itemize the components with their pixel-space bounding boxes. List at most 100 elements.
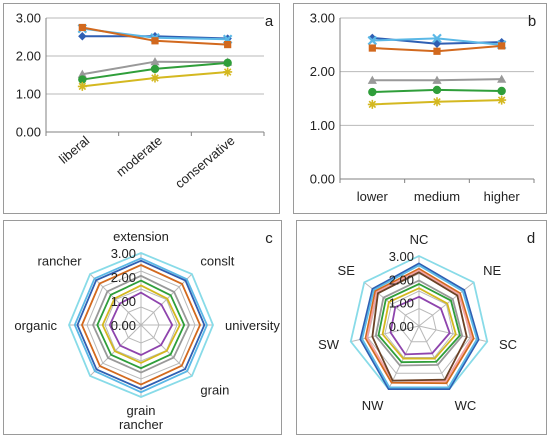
category-label: NC — [410, 232, 429, 247]
panel-c: 0.00 1.00 2.00 3.00 extension conslt universit… — [3, 220, 282, 435]
chart-c: 0.00 1.00 2.00 3.00 extension conslt universit… — [14, 229, 280, 432]
data-point — [432, 85, 442, 95]
x-tick-label: moderate — [113, 133, 165, 180]
series-3 — [361, 264, 478, 389]
r-tick-label: 3.00 — [389, 249, 414, 264]
series-4 — [367, 74, 507, 84]
x-tick-label: higher — [484, 189, 521, 204]
panel-d: 0.00 1.00 2.00 3.00 NC NE SC WC NW SW SE d — [296, 220, 547, 435]
panel-label: d — [527, 230, 535, 247]
data-point — [78, 32, 87, 41]
series-4 — [80, 264, 202, 386]
data-point — [432, 33, 442, 44]
category-label: NW — [362, 398, 384, 413]
radar-spoke — [388, 325, 420, 390]
radar-spoke — [89, 273, 142, 326]
series-3 — [78, 23, 232, 49]
data-point — [77, 81, 87, 91]
data-point — [368, 87, 377, 97]
series-6 — [371, 271, 468, 382]
y-tick-label: 2.00 — [310, 64, 335, 79]
y-tick-label: 1.00 — [16, 87, 41, 102]
category-label: university — [225, 318, 280, 333]
data-point — [223, 67, 233, 77]
r-tick-label: 1.00 — [111, 294, 136, 309]
category-label: organic — [14, 318, 57, 333]
series-8 — [377, 282, 461, 364]
r-tick-label: 2.00 — [389, 272, 414, 287]
series-8 — [108, 291, 174, 356]
category-label: WC — [455, 398, 477, 413]
chart-b: 0.00 1.00 2.00 3.00 lower medium higher b — [310, 11, 536, 205]
data-point — [150, 73, 160, 83]
data-point — [367, 99, 377, 109]
y-tick-label: 1.00 — [310, 118, 335, 133]
series-2 — [359, 262, 480, 390]
series-6 — [77, 67, 233, 91]
series-3 — [76, 259, 206, 390]
data-point — [497, 95, 507, 105]
series-1 — [68, 252, 214, 398]
category-label-line: grain — [127, 403, 156, 418]
category-label: grain rancher — [119, 403, 164, 432]
panel-label: b — [528, 13, 536, 30]
series-7 — [374, 279, 464, 367]
category-label: SC — [499, 337, 517, 352]
y-tick-label: 0.00 — [16, 125, 41, 140]
chart-a: 0.00 1.00 2.00 3.00 liberal moderate conservat… — [16, 11, 274, 192]
panel-label: a — [265, 13, 274, 30]
x-tick-label: conservative — [172, 133, 238, 191]
radar-spoke — [418, 325, 450, 390]
category-label-line: rancher — [119, 417, 164, 432]
radar-gridline — [401, 307, 437, 343]
y-tick-label: 3.00 — [16, 11, 41, 26]
radar-spoke — [140, 273, 193, 326]
r-tick-label: 0.00 — [111, 318, 136, 333]
series-5 — [92, 274, 190, 374]
series-7 — [101, 284, 181, 364]
r-tick-label: 0.00 — [389, 319, 414, 334]
series-3 — [368, 42, 506, 55]
data-point — [223, 58, 232, 68]
series-6 — [367, 95, 507, 109]
category-label: conslt — [200, 254, 234, 269]
data-point — [497, 86, 506, 96]
series-2 — [73, 257, 208, 394]
data-point — [433, 47, 441, 55]
r-tick-label: 3.00 — [111, 246, 136, 261]
series-5 — [78, 58, 232, 84]
series-5 — [368, 85, 506, 97]
series-9 — [381, 287, 457, 360]
category-label: rancher — [38, 254, 83, 269]
category-label: NE — [483, 263, 501, 278]
data-point — [497, 74, 507, 83]
data-point — [78, 23, 86, 32]
series-4 — [364, 267, 475, 385]
y-tick-label: 3.00 — [310, 11, 335, 26]
y-tick-label: 2.00 — [16, 49, 41, 64]
category-label: SW — [318, 337, 340, 352]
data-point — [368, 44, 376, 52]
category-label: SE — [338, 263, 356, 278]
series-6 — [96, 279, 186, 370]
y-tick-label: 0.00 — [310, 172, 335, 187]
data-point — [150, 64, 160, 74]
radar-gridline — [384, 290, 454, 359]
data-point — [367, 35, 378, 46]
panel-b: 0.00 1.00 2.00 3.00 lower medium higher b — [293, 3, 547, 214]
series-10 — [389, 295, 451, 356]
x-tick-label: medium — [414, 189, 460, 204]
category-label: grain — [200, 382, 229, 397]
category-label: extension — [113, 229, 169, 244]
data-point — [151, 37, 159, 45]
panel-a: 0.00 1.00 2.00 3.00 liberal moderate conservat… — [3, 3, 280, 214]
data-point — [224, 41, 232, 49]
data-point — [77, 69, 87, 78]
chart-d: 0.00 1.00 2.00 3.00 NC NE SC WC NW SW SE d — [318, 230, 535, 413]
panel-label: c — [265, 230, 273, 247]
data-point — [432, 39, 442, 48]
x-tick-label: liberal — [56, 133, 92, 167]
data-point — [78, 75, 87, 84]
data-point — [432, 97, 442, 107]
x-tick-label: lower — [357, 189, 389, 204]
